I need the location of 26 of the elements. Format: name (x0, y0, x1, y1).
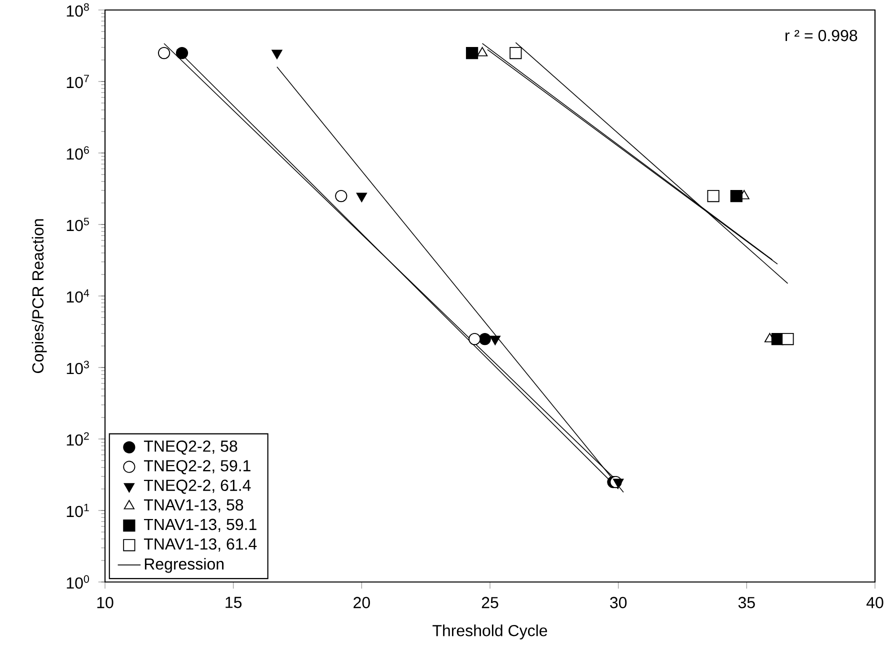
y-axis-title: Copies/PCR Reaction (32, 219, 47, 373)
legend-label: TNEQ2-2, 59.1 (144, 460, 250, 474)
x-tick-label: 15 (226, 596, 242, 608)
y-tick-label: 10$^{4}$ (66, 289, 90, 303)
x-tick-label: 30 (610, 596, 627, 608)
legend-label: Regression (144, 558, 224, 573)
y-tick-label: 10$^{1}$ (66, 504, 89, 518)
y-tick-label: 10$^{0}$ (66, 575, 89, 589)
y-tick-label: 10$^{7}$ (66, 74, 89, 88)
y-tick-label: 10$^{8}$ (66, 3, 89, 17)
legend-label: TNAV1-13, 61.4 (144, 538, 257, 552)
x-axis-title: Threshold Cycle (432, 624, 548, 640)
legend-label: TNEQ2-2, 58 (144, 440, 238, 455)
y-tick-label: 10$^{2}$ (66, 432, 89, 446)
y-tick-label: 10$^{5}$ (66, 218, 89, 232)
annotation: r ² = 0.998 (786, 30, 858, 42)
x-tick-label: 35 (738, 596, 755, 608)
y-tick-label: 10$^{3}$ (66, 360, 89, 374)
x-tick-label: 10 (97, 596, 114, 608)
x-tick-label: 40 (866, 596, 884, 608)
y-tick-label: 10$^{6}$ (66, 146, 89, 160)
legend-label: TNEQ2-2, 61.4 (144, 480, 251, 494)
x-tick-label: 20 (354, 596, 370, 608)
legend-label: TNAV1-13, 58 (144, 499, 244, 512)
legend-label: TNAV1-13, 59.1 (144, 518, 256, 532)
x-tick-label: 25 (482, 596, 498, 608)
